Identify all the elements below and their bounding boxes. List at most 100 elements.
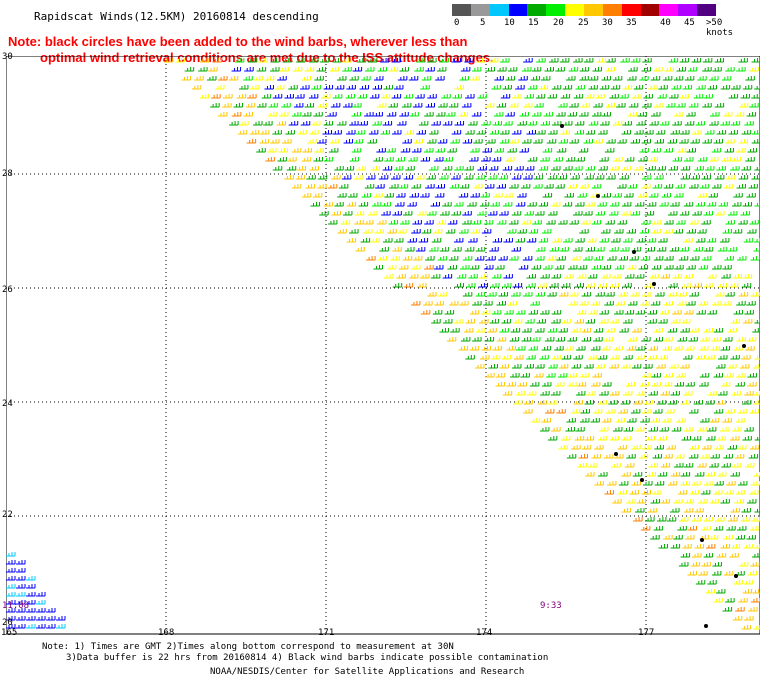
- wind-barb: [451, 175, 461, 180]
- wind-barb: [751, 130, 760, 135]
- wind-barb: [680, 472, 691, 477]
- wind-barb: [648, 157, 658, 162]
- wind-barb: [259, 130, 270, 135]
- wind-barb: [411, 229, 421, 234]
- wind-barb: [749, 103, 759, 108]
- wind-barb: [727, 328, 737, 333]
- wind-barb: [469, 265, 480, 270]
- wind-barb: [752, 589, 760, 594]
- wind-barb: [723, 454, 733, 459]
- wind-barb: [710, 112, 720, 117]
- wind-barb: [558, 364, 569, 369]
- wind-barb: [367, 211, 378, 216]
- wind-barb: [514, 355, 524, 360]
- wind-barb: [709, 499, 720, 504]
- wind-barb: [651, 220, 662, 225]
- wind-barb: [583, 58, 594, 63]
- wind-barb: [711, 571, 722, 576]
- wind-barb: [246, 139, 257, 144]
- wind-barb: [610, 355, 620, 360]
- wind-barb: [641, 67, 651, 72]
- wind-barb: [593, 139, 603, 144]
- wind-barb: [523, 58, 533, 63]
- wind-barb: [329, 67, 340, 72]
- wind-barb: [601, 418, 612, 423]
- wind-barb: [660, 391, 670, 396]
- wind-barb: [576, 310, 587, 315]
- wind-barb: [351, 112, 362, 117]
- wind-barb: [541, 346, 552, 351]
- wind-barb: [566, 454, 577, 459]
- wind-barb: [411, 184, 421, 189]
- wind-barb: [372, 121, 382, 126]
- wind-barb: [610, 85, 621, 90]
- wind-barb: [717, 355, 728, 360]
- wind-barb: [748, 454, 759, 459]
- wind-barb: [515, 85, 525, 90]
- map-title: Rapidscat Winds(12.5KM) 20160814 descend…: [34, 10, 319, 23]
- wind-barb: [673, 346, 683, 351]
- wind-barb: [493, 193, 503, 198]
- wind-barb: [420, 274, 430, 279]
- wind-barb: [639, 382, 649, 387]
- wind-barb: [524, 94, 534, 99]
- wind-barb: [638, 454, 649, 459]
- wind-barb: [644, 211, 655, 216]
- wind-barb: [416, 58, 426, 63]
- wind-barb: [605, 328, 616, 333]
- wind-barb: [512, 94, 522, 99]
- wind-barb: [679, 139, 689, 144]
- wind-barb: [567, 373, 578, 378]
- wind-barb: [584, 400, 595, 405]
- wind-barb: [386, 148, 396, 153]
- wind-barb: [748, 184, 758, 189]
- wind-barb: [656, 400, 667, 405]
- wind-barb: [725, 409, 735, 414]
- wind-barb: [579, 373, 590, 378]
- wind-barb: [460, 67, 471, 72]
- wind-barb: [439, 328, 449, 333]
- contamination-marker: [700, 538, 704, 542]
- wind-barb: [544, 409, 555, 414]
- wind-barb: [16, 624, 26, 629]
- wind-barb: [746, 301, 756, 306]
- wind-barb: [584, 436, 595, 441]
- wind-barb: [534, 328, 545, 333]
- wind-barb: [551, 355, 562, 360]
- wind-barb: [560, 436, 571, 441]
- wind-barb: [399, 67, 409, 72]
- wind-barb: [516, 346, 526, 351]
- wind-barb: [750, 481, 760, 486]
- wind-barb: [662, 346, 672, 351]
- wind-barb: [331, 211, 341, 216]
- wind-barb: [617, 490, 627, 495]
- wind-barb: [626, 499, 636, 504]
- wind-barb: [682, 391, 693, 396]
- wind-barb: [523, 400, 533, 405]
- wind-barb: [447, 220, 458, 225]
- wind-barb: [36, 600, 46, 605]
- wind-barb: [448, 103, 459, 108]
- wind-barb: [698, 301, 708, 306]
- wind-barb: [465, 130, 475, 135]
- wind-barb: [6, 576, 16, 581]
- wind-barb: [295, 94, 305, 99]
- wind-barb: [709, 418, 720, 423]
- wind-barb: [403, 94, 414, 99]
- wind-barb: [656, 166, 666, 171]
- wind-barb: [630, 409, 641, 414]
- wind-barb: [650, 535, 660, 540]
- wind-barb: [613, 310, 624, 315]
- wind-barb: [646, 166, 656, 171]
- wind-barb: [669, 508, 680, 513]
- wind-barb: [590, 382, 601, 387]
- wind-barb: [430, 202, 440, 207]
- wind-barb: [522, 256, 533, 261]
- wind-barb: [489, 247, 499, 252]
- wind-barb: [247, 94, 257, 99]
- wind-barb: [701, 526, 711, 531]
- lon-label: 165: [1, 628, 18, 638]
- wind-barb: [734, 454, 745, 459]
- wind-barb: [663, 148, 673, 153]
- wind-barb: [368, 130, 379, 135]
